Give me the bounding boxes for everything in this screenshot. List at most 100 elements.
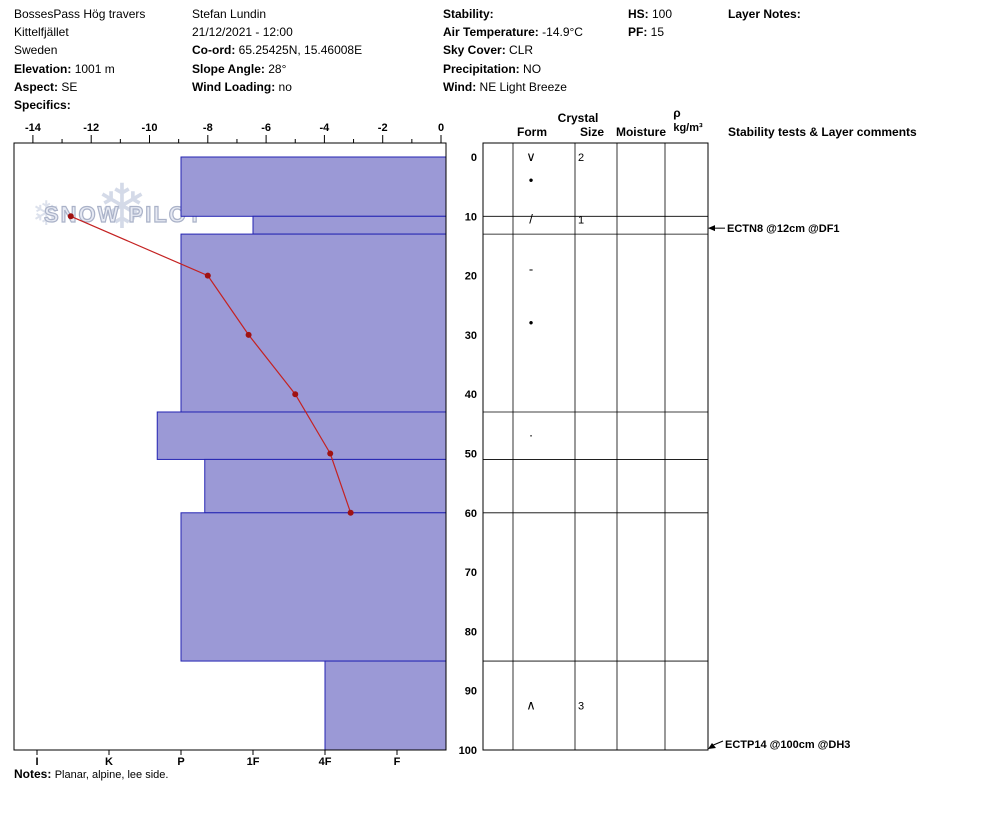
density-unit-header: kg/m³ — [673, 122, 703, 134]
temperature-line — [70, 215, 352, 513]
snowflake-small-icon: ❄ — [32, 195, 61, 233]
temperature-point — [292, 391, 299, 398]
header-field: BossesPass Hög travers — [14, 7, 146, 21]
hardness-axis-label: 1F — [247, 756, 260, 768]
depth-axis-label: 100 — [459, 745, 477, 757]
header-field: Wind: NE Light Breeze — [443, 79, 567, 94]
depth-axis-label: 70 — [465, 567, 477, 579]
depth-axis-label: 80 — [465, 626, 477, 638]
hardness-axis-label: I — [35, 756, 38, 768]
header-field: Wind Loading: no — [192, 79, 292, 94]
header-field-label: Slope Angle: — [192, 61, 265, 76]
form-header: Form — [517, 125, 547, 139]
temp-axis-label: -4 — [320, 122, 331, 134]
snow-layer-bar — [180, 156, 447, 217]
temperature-point — [347, 509, 354, 516]
header-column-conditions: Stability: Air Temperature: -14.9°C Sky C… — [443, 5, 583, 96]
hardness-axis-label: P — [177, 756, 184, 768]
snow-layer-bar — [204, 458, 447, 514]
hardness-axis-label: F — [394, 756, 401, 768]
header-field: 21/12/2021 - 12:00 — [192, 25, 293, 40]
comment-arrow-head — [708, 225, 715, 232]
header-field-label: Wind: — [443, 79, 477, 94]
notes: Notes: Planar, alpine, lee side. — [14, 767, 168, 781]
crystal-size-value: 2 — [578, 152, 584, 164]
temperature-point — [327, 450, 334, 457]
crystal-table-border — [482, 142, 709, 751]
temp-axis-label: -10 — [142, 122, 158, 134]
header-field-label: Aspect: — [14, 79, 59, 94]
moisture-header: Moisture — [616, 125, 666, 139]
stability-comment: ECTN8 @12cm @DF1 — [727, 223, 840, 235]
header-field-label: Precipitation: — [443, 61, 520, 76]
notes-label: Notes: — [14, 767, 52, 781]
header-field: Precipitation: NO — [443, 61, 542, 76]
temperature-point — [204, 272, 211, 279]
header-field: Stability: — [443, 5, 583, 23]
header-field-label: PF: — [628, 25, 648, 40]
header-field: Specifics: — [14, 96, 145, 114]
temp-axis-label: 0 — [438, 122, 444, 134]
depth-axis-label: 10 — [465, 211, 477, 223]
header-column-layer-notes: Layer Notes: — [728, 5, 804, 23]
density-rho-header: ρ — [673, 106, 680, 120]
crystal-size-value: 1 — [578, 214, 584, 226]
chart-border — [13, 142, 447, 751]
header-column-site: BossesPass Hög travers Kittelfjället Swede… — [14, 5, 145, 114]
header-field: Aspect: SE — [14, 79, 78, 94]
header-field: Co-ord: 65.25425N, 15.46008E — [192, 43, 363, 58]
depth-axis-label: 30 — [465, 330, 477, 342]
header-field-label: Specifics: — [14, 98, 71, 113]
crystal-form-symbol: ∧ — [526, 698, 536, 713]
crystal-form-symbol: • — [529, 173, 534, 188]
header-field-label: Wind Loading: — [192, 79, 276, 94]
temp-axis-label: -2 — [378, 122, 388, 134]
hardness-axis-label: K — [105, 756, 113, 768]
header-column-observer: Stefan Lundin 21/12/2021 - 12:00 Co-ord: 6… — [192, 5, 362, 96]
snow-layer-bar — [180, 233, 447, 413]
stability-comment: ECTP14 @100cm @DH3 — [725, 739, 850, 751]
header-field-label: Sky Cover: — [443, 43, 506, 58]
comment-arrow-head — [708, 743, 716, 749]
header-field: Elevation: 1001 m — [14, 61, 115, 76]
snow-layer-bar — [252, 215, 447, 235]
header-field: Kittelfjället — [14, 25, 69, 40]
crystal-size-value: 3 — [578, 701, 584, 713]
snow-layer-bar — [156, 411, 447, 460]
snow-layer-bar — [180, 512, 447, 662]
depth-axis-label: 0 — [471, 152, 477, 164]
temp-axis-label: -14 — [25, 122, 42, 134]
crystal-group-header: Crystal — [558, 111, 599, 125]
depth-axis-label: 40 — [465, 389, 477, 401]
crystal-form-symbol: - — [529, 262, 533, 277]
temperature-point — [67, 213, 74, 220]
temp-axis-label: -6 — [261, 122, 271, 134]
depth-axis-label: 90 — [465, 686, 477, 698]
header-field-label: HS: — [628, 7, 649, 21]
size-header: Size — [580, 125, 604, 139]
header-field-label: Elevation: — [14, 61, 72, 76]
header-field: PF: 15 — [628, 25, 665, 40]
header-field: Sky Cover: CLR — [443, 43, 534, 58]
comments-panel-header: Stability tests & Layer comments — [728, 125, 917, 139]
header-field: Air Temperature: -14.9°C — [443, 25, 583, 40]
depth-axis-label: 20 — [465, 271, 477, 283]
notes-text: Planar, alpine, lee side. — [54, 769, 169, 781]
crystal-form-symbol: · — [529, 428, 533, 443]
header-field: Stefan Lundin — [192, 7, 267, 21]
header-field: Sweden — [14, 43, 58, 58]
header-field-label: Air Temperature: — [443, 25, 539, 40]
snow-layer-bar — [324, 660, 447, 751]
temp-axis-label: -8 — [203, 122, 213, 134]
depth-axis-label: 60 — [465, 508, 477, 520]
header-field: HS: 100 — [628, 7, 673, 21]
depth-axis-label: 50 — [465, 449, 477, 461]
header-field: Slope Angle: 28° — [192, 61, 287, 76]
crystal-form-symbol: / — [529, 211, 533, 226]
crystal-form-symbol: ∨ — [526, 149, 536, 164]
header-field-label: Co-ord: — [192, 43, 236, 58]
crystal-form-symbol: • — [529, 315, 534, 330]
temperature-point — [245, 331, 252, 338]
